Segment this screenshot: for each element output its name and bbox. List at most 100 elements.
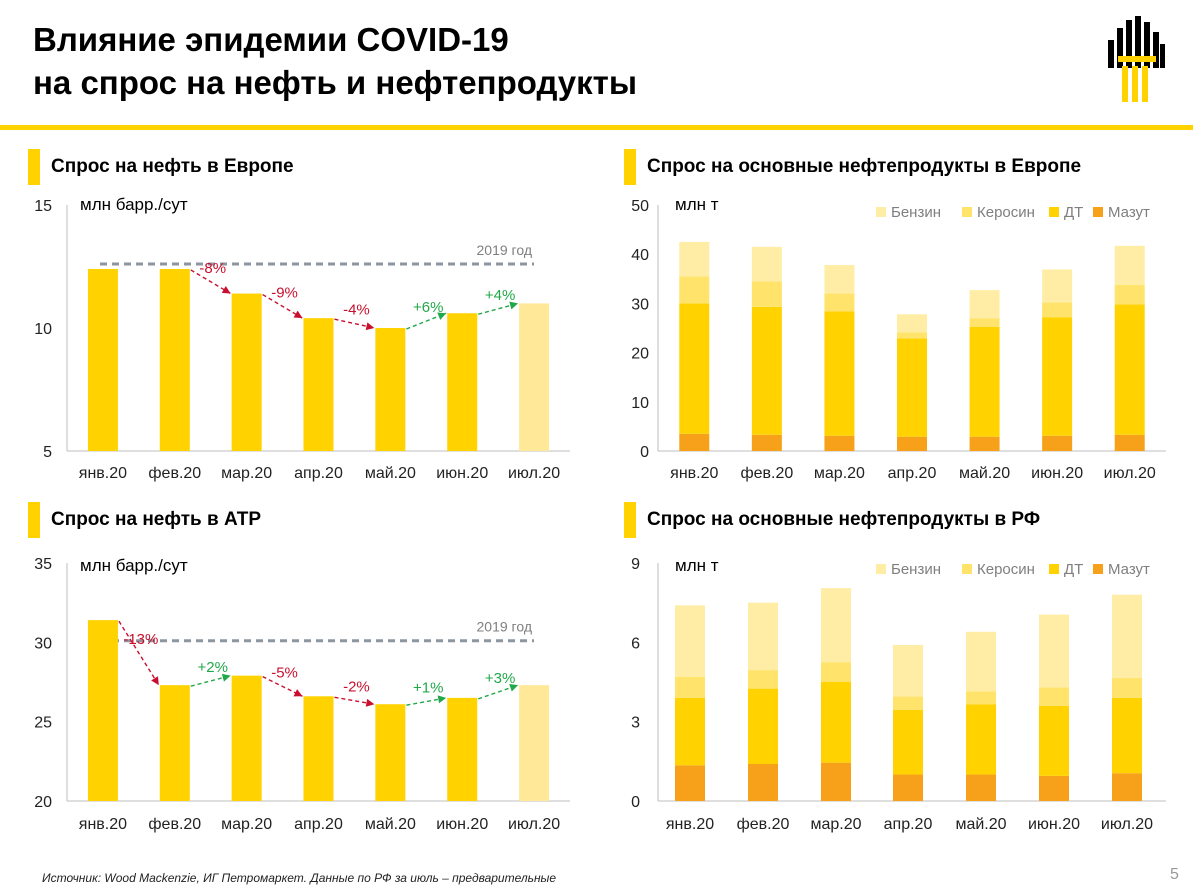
page-title-line-2: на спрос на нефть и нефтепродукты xyxy=(33,64,638,101)
stacked-bar-segment xyxy=(679,433,710,451)
stacked-bar-segment xyxy=(821,662,851,682)
y-tick-label: 10 xyxy=(631,395,649,412)
panel-title: Спрос на основные нефтепродукты в Европе xyxy=(647,156,1082,177)
stacked-bar-segment xyxy=(1042,317,1073,436)
stacked-bar-segment xyxy=(969,290,1000,319)
stacked-bar-segment xyxy=(1042,302,1073,318)
unit-label: млн барр./сут xyxy=(80,195,188,214)
y-tick-label: 35 xyxy=(34,556,52,573)
y-tick-label: 0 xyxy=(640,444,649,461)
x-tick-label: июл.20 xyxy=(1101,816,1153,833)
stacked-bar-segment xyxy=(748,602,778,671)
x-tick-label: май.20 xyxy=(365,816,416,833)
stacked-bar-segment xyxy=(751,246,782,282)
y-tick-label: 15 xyxy=(34,198,52,215)
stacked-bar-segment xyxy=(1042,269,1073,303)
x-tick-label: июл.20 xyxy=(508,465,560,482)
bar xyxy=(303,696,334,801)
y-tick-label: 10 xyxy=(34,321,52,338)
x-tick-label: мар.20 xyxy=(221,816,272,833)
stacked-bar-segment xyxy=(748,688,778,764)
bar xyxy=(519,303,550,451)
x-tick-label: июн.20 xyxy=(1028,816,1080,833)
legend-label: Мазут xyxy=(1108,561,1150,578)
x-tick-label: май.20 xyxy=(365,465,416,482)
stacked-bar-segment xyxy=(969,318,1000,328)
legend-swatch xyxy=(876,564,886,574)
stacked-bar-segment xyxy=(1039,705,1069,776)
stacked-bar-segment xyxy=(966,631,996,692)
x-tick-label: июн.20 xyxy=(1031,465,1083,482)
x-tick-label: июн.20 xyxy=(436,816,488,833)
stacked-bar-segment xyxy=(675,697,705,766)
change-percent-label: +1% xyxy=(413,680,443,697)
x-tick-label: апр.20 xyxy=(888,465,937,482)
stacked-bar-segment xyxy=(751,306,782,435)
change-arrow-head xyxy=(437,695,447,704)
legend-label: Бензин xyxy=(891,561,941,578)
stacked-bar-segment xyxy=(966,774,996,801)
x-tick-label: июл.20 xyxy=(508,816,560,833)
legend-swatch xyxy=(1049,564,1059,574)
x-tick-label: июл.20 xyxy=(1104,465,1156,482)
stacked-bar-segment xyxy=(966,704,996,775)
stacked-bar-segment xyxy=(969,327,1000,437)
stacked-bar-segment xyxy=(1112,773,1142,801)
stacked-bar-segment xyxy=(751,434,782,451)
legend-swatch xyxy=(1093,207,1103,217)
stacked-bar-segment xyxy=(679,303,710,434)
unit-label: млн т xyxy=(675,556,719,575)
legend-label: Бензин xyxy=(891,204,941,221)
x-tick-label: мар.20 xyxy=(814,465,865,482)
x-tick-label: апр.20 xyxy=(294,816,343,833)
stacked-bar-segment xyxy=(1112,678,1142,698)
change-arrow-head xyxy=(365,322,375,331)
change-percent-label: +2% xyxy=(197,659,227,676)
stacked-bar-segment xyxy=(893,774,923,801)
change-percent-label: +6% xyxy=(413,299,443,316)
bar xyxy=(447,697,478,801)
page-number: 5 xyxy=(1170,866,1179,883)
change-arrow-head xyxy=(365,698,375,707)
reference-line-label: 2019 год xyxy=(477,242,532,258)
bar xyxy=(447,313,478,451)
source-footnote: Источник: Wood Mackenzie, ИГ Петромаркет… xyxy=(42,871,557,885)
stacked-bar-segment xyxy=(675,605,705,677)
y-tick-label: 20 xyxy=(631,346,649,363)
y-tick-label: 5 xyxy=(43,444,52,461)
change-arrow-line xyxy=(118,620,160,686)
heading-accent-bar xyxy=(28,502,40,538)
stacked-bar-segment xyxy=(897,314,927,333)
change-percent-label: -4% xyxy=(343,302,370,319)
stacked-bar-segment xyxy=(679,241,710,277)
stacked-bar-segment xyxy=(748,670,778,689)
change-percent-label: +3% xyxy=(485,670,515,687)
x-tick-label: мар.20 xyxy=(221,465,272,482)
legend-label: Керосин xyxy=(977,204,1035,221)
stacked-bar-segment xyxy=(751,281,782,307)
x-tick-label: май.20 xyxy=(955,816,1006,833)
y-tick-label: 30 xyxy=(631,296,649,313)
change-arrow-head xyxy=(509,301,519,310)
stacked-bar-segment xyxy=(675,765,705,801)
stacked-bar-segment xyxy=(1039,614,1069,688)
bar xyxy=(159,685,190,801)
y-tick-label: 40 xyxy=(631,247,649,264)
stacked-bar-segment xyxy=(824,293,855,312)
bar xyxy=(231,675,262,801)
legend-label: ДТ xyxy=(1064,204,1083,221)
bar xyxy=(375,328,406,451)
stacked-bar-segment xyxy=(1112,594,1142,679)
stacked-bar-segment xyxy=(897,436,927,451)
legend-swatch xyxy=(962,207,972,217)
y-tick-label: 30 xyxy=(34,635,52,652)
bar xyxy=(87,268,118,451)
y-tick-label: 20 xyxy=(34,794,52,811)
stacked-bar-segment xyxy=(821,588,851,663)
change-arrow-head xyxy=(293,689,303,697)
unit-label: млн барр./сут xyxy=(80,556,188,575)
x-tick-label: янв.20 xyxy=(79,816,127,833)
change-arrow-head xyxy=(221,286,231,294)
x-tick-label: фев.20 xyxy=(148,816,201,833)
